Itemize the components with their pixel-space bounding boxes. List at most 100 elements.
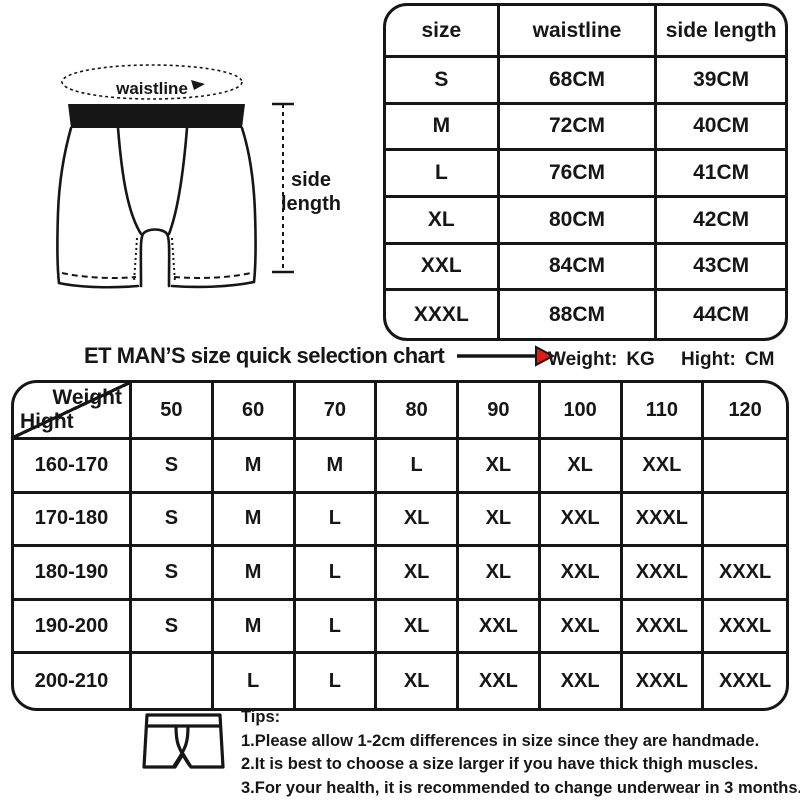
- page-title: ET MAN’S size quick selection chart: [84, 343, 445, 368]
- matrix-cell: [132, 654, 214, 708]
- boxer-shorts-icon: [142, 713, 225, 769]
- tips-item-3: 3.For your health, it is recommended to …: [241, 778, 800, 797]
- matrix-height-label: 200-210: [14, 654, 132, 708]
- waistline-arrow-icon: [191, 80, 205, 90]
- matrix-cell: XXXL: [704, 601, 786, 655]
- matrix-cell: L: [214, 654, 296, 708]
- matrix-cell: XXXL: [623, 654, 705, 708]
- matrix-cell: L: [295, 493, 378, 548]
- matrix-cell: XXXL: [622, 493, 705, 548]
- size-spec-cell: 84CM: [499, 244, 658, 292]
- matrix-cell: XL: [459, 547, 541, 601]
- side-length-label-line2: length: [281, 193, 341, 215]
- size-spec-header-size: size: [386, 6, 500, 58]
- matrix-cell: S: [132, 440, 214, 494]
- matrix-weight-header: 80: [377, 383, 459, 440]
- height-unit: CM: [744, 349, 775, 370]
- size-spec-cell: 39CM: [657, 58, 785, 105]
- boxer-briefs-diagram: waistline side length: [56, 64, 341, 289]
- matrix-cell: XL: [459, 493, 541, 548]
- matrix-cell: XXL: [540, 547, 623, 601]
- matrix-cell: S: [132, 493, 214, 548]
- tips-section: Tips: 1.Please allow 1-2cm differences i…: [142, 706, 800, 800]
- matrix-weight-header: 70: [295, 383, 378, 440]
- size-spec-cell: 40CM: [657, 105, 785, 152]
- tips-heading: Tips:: [241, 708, 281, 726]
- weight-unit: KG: [626, 349, 655, 370]
- weight-label: Weight:: [548, 349, 618, 370]
- selection-chart-title-row: ET MAN’S size quick selection chart: [84, 343, 556, 369]
- size-spec-cell: S: [386, 58, 500, 105]
- size-spec-cell: 68CM: [499, 58, 658, 105]
- matrix-cell: S: [132, 600, 214, 655]
- matrix-cell: XL: [377, 493, 459, 548]
- waistline-label: waistline: [115, 79, 188, 98]
- matrix-cell: L: [295, 600, 378, 655]
- matrix-weight-header: 110: [622, 383, 705, 440]
- matrix-weight-header: 60: [213, 383, 296, 440]
- size-spec-cell: 43CM: [657, 245, 785, 292]
- size-spec-cell: 42CM: [657, 198, 785, 245]
- size-spec-cell: 80CM: [499, 198, 658, 245]
- matrix-height-label: 160-170: [14, 440, 132, 494]
- matrix-cell: XXL: [540, 493, 623, 548]
- matrix-cell: L: [377, 440, 459, 494]
- side-length-measure-line: [272, 102, 294, 274]
- size-spec-cell: 76CM: [499, 151, 658, 198]
- size-spec-cell: 72CM: [499, 104, 658, 152]
- waistband: [68, 104, 245, 128]
- size-spec-table: size waistline side length S 68CM 39CM M…: [383, 3, 788, 341]
- size-spec-cell: M: [386, 104, 500, 152]
- matrix-cell: M: [213, 440, 296, 494]
- size-spec-cell: 88CM: [500, 291, 658, 338]
- matrix-cell: XL: [377, 654, 459, 708]
- matrix-cell: XXL: [459, 654, 541, 708]
- matrix-cell: XXL: [540, 600, 623, 655]
- matrix-cell: XXL: [459, 600, 541, 655]
- matrix-cell: [704, 494, 786, 548]
- matrix-cell: XL: [459, 440, 541, 494]
- waistline-ellipse: [61, 64, 243, 100]
- red-arrow-icon: [457, 345, 556, 367]
- matrix-cell: S: [132, 547, 214, 601]
- matrix-cell: M: [213, 547, 296, 601]
- matrix-cell: L: [295, 547, 378, 601]
- matrix-cell: XXXL: [622, 600, 705, 655]
- size-selection-matrix: Weight Hight 50 60 70 80 90 100 110 120 …: [11, 380, 789, 711]
- matrix-height-label: 180-190: [14, 547, 132, 601]
- side-length-label-line1: side: [291, 169, 331, 191]
- size-spec-cell: 44CM: [693, 302, 750, 326]
- matrix-weight-header: 120: [704, 383, 786, 440]
- matrix-cell: M: [213, 600, 296, 655]
- corner-weight-label: Weight: [52, 386, 122, 409]
- tips-text: Tips: 1.Please allow 1-2cm differences i…: [241, 706, 800, 800]
- matrix-weight-header: 50: [132, 383, 214, 440]
- matrix-cell: XXL: [622, 440, 705, 494]
- matrix-corner-cell: Weight Hight: [14, 383, 132, 440]
- size-spec-cell: L: [386, 151, 500, 198]
- weight-unit-label: Weight: KG: [548, 349, 655, 371]
- matrix-cell: XL: [377, 547, 459, 601]
- boxer-outline: [56, 126, 257, 289]
- matrix-cell: M: [213, 493, 296, 548]
- size-spec-cell: XXL: [386, 244, 500, 292]
- matrix-cell: M: [295, 440, 378, 494]
- height-label: Hight:: [681, 349, 736, 370]
- matrix-height-label: 190-200: [14, 600, 132, 655]
- matrix-cell: L: [296, 654, 378, 708]
- matrix-height-label: 170-180: [14, 493, 132, 548]
- tips-item-2: 2.It is best to choose a size larger if …: [241, 755, 759, 773]
- size-spec-cell: 41CM: [657, 151, 785, 198]
- height-unit-label: Hight: CM: [681, 349, 774, 371]
- matrix-cell: XL: [377, 600, 459, 655]
- matrix-weight-header: 100: [540, 383, 623, 440]
- matrix-cell: XXXL: [719, 669, 772, 692]
- size-spec-header-waistline: waistline: [499, 6, 658, 58]
- matrix-cell: XL: [540, 440, 623, 494]
- matrix-cell: XXL: [541, 654, 623, 708]
- matrix-cell: XXXL: [622, 547, 705, 601]
- matrix-cell: XXXL: [704, 547, 786, 601]
- corner-height-label: Hight: [20, 410, 74, 433]
- size-spec-header-side-length: side length: [657, 6, 785, 58]
- size-spec-cell: XL: [386, 198, 500, 245]
